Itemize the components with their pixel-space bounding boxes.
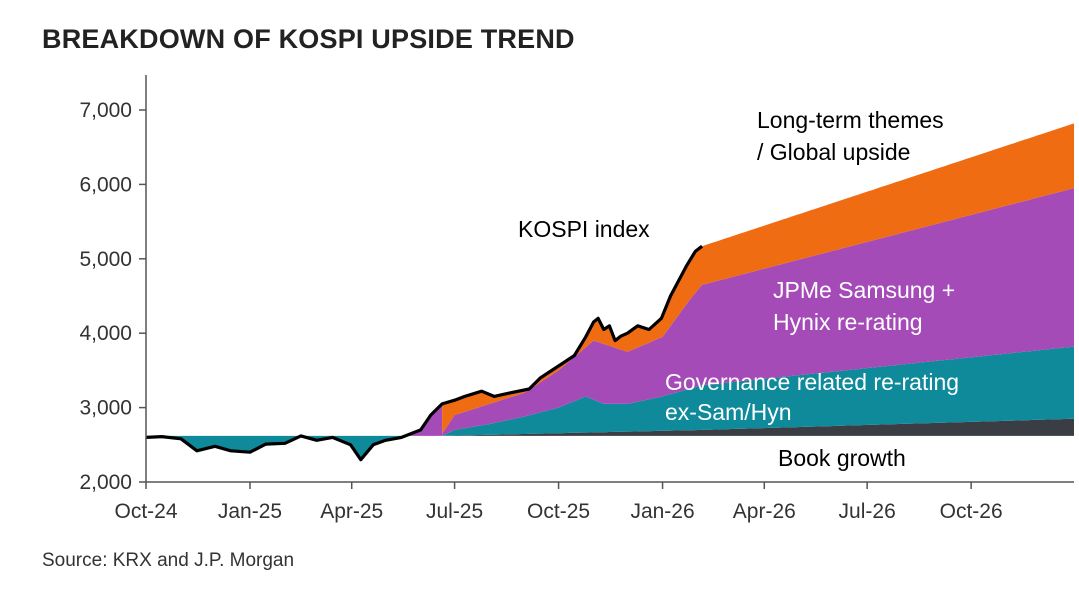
chart-title: BREAKDOWN OF KOSPI UPSIDE TREND: [42, 24, 575, 54]
area-pre-samsung: [146, 403, 443, 436]
area-longterm: [442, 123, 1075, 434]
area-layers: [146, 123, 1075, 460]
chart-source: Source: KRX and J.P. Morgan: [42, 550, 295, 571]
annotations: KOSPI index Long-term themes / Global up…: [518, 107, 959, 471]
area-pre-governance: [146, 435, 443, 460]
y-tick-label: 7,000: [79, 99, 132, 122]
y-tick-label: 2,000: [79, 471, 132, 494]
area-samsung-hynix: [442, 188, 1075, 436]
axes: 2,000 3,000 4,000 5,000 6,000 7,000 Oct-24 Jan-…: [79, 75, 1074, 523]
annotation-samsung-line1: JPMe Samsung +: [773, 277, 955, 303]
x-tick-label: Jan-26: [630, 500, 694, 523]
x-tick-label: Oct-26: [940, 500, 1003, 523]
y-tick-label: 5,000: [79, 248, 132, 271]
x-tick-label: Apr-26: [733, 500, 796, 523]
line-layers: [145, 244, 704, 462]
annotation-longterm-line1: Long-term themes: [757, 107, 944, 133]
x-tick-label: Jan-25: [218, 500, 282, 523]
y-tick-label: 6,000: [79, 173, 132, 196]
x-tick-label: Oct-25: [527, 500, 590, 523]
annotation-longterm-line2: / Global upside: [757, 139, 910, 165]
annotation-book: Book growth: [778, 445, 906, 471]
x-tick-label: Apr-25: [320, 500, 383, 523]
kospi-line: [145, 244, 704, 462]
x-tick-label: Oct-24: [114, 500, 177, 523]
annotation-samsung-line2: Hynix re-rating: [773, 309, 923, 335]
annotation-governance-line1: Governance related re-rating: [665, 369, 959, 395]
x-tick-label: Jul-26: [839, 500, 896, 523]
annotation-governance-line2: ex-Sam/Hyn: [665, 399, 792, 425]
area-book-growth: [442, 418, 1075, 436]
y-tick-label: 4,000: [79, 322, 132, 345]
annotation-kospi: KOSPI index: [518, 216, 650, 242]
y-tick-label: 3,000: [79, 397, 132, 420]
area-governance: [442, 346, 1075, 436]
x-tick-label: Jul-25: [426, 500, 483, 523]
